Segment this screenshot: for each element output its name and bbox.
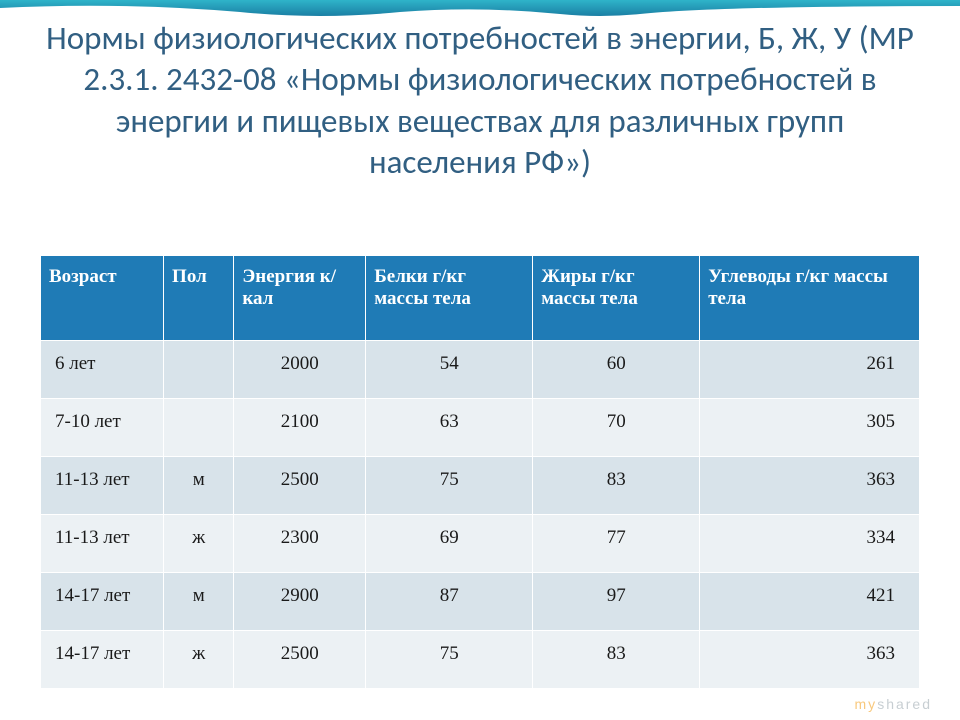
cell-protein: 75 [366, 631, 533, 689]
cell-age: 11-13 лет [41, 515, 164, 573]
cell-energy: 2100 [234, 399, 366, 457]
cell-age: 6 лет [41, 341, 164, 399]
col-header: Пол [164, 256, 234, 341]
cell-protein: 54 [366, 341, 533, 399]
cell-energy: 2000 [234, 341, 366, 399]
cell-carb: 305 [700, 399, 920, 457]
table-header-row: ВозрастПолЭнергия к/калБелки г/кг массы … [41, 256, 920, 341]
table-row: 14-17 летм29008797421 [41, 573, 920, 631]
watermark: myshared [855, 696, 932, 712]
nutrition-table-wrap: ВозрастПолЭнергия к/калБелки г/кг массы … [40, 255, 920, 689]
cell-gender [164, 399, 234, 457]
table-row: 6 лет 20005460261 [41, 341, 920, 399]
cell-age: 7-10 лет [41, 399, 164, 457]
cell-carb: 261 [700, 341, 920, 399]
cell-gender: м [164, 573, 234, 631]
cell-fat: 83 [533, 631, 700, 689]
cell-fat: 77 [533, 515, 700, 573]
cell-age: 11-13 лет [41, 457, 164, 515]
table-row: 14-17 летж25007583363 [41, 631, 920, 689]
cell-fat: 60 [533, 341, 700, 399]
cell-fat: 83 [533, 457, 700, 515]
nutrition-table: ВозрастПолЭнергия к/калБелки г/кг массы … [40, 255, 920, 689]
cell-gender: ж [164, 515, 234, 573]
col-header: Белки г/кг массы тела [366, 256, 533, 341]
cell-fat: 70 [533, 399, 700, 457]
cell-protein: 69 [366, 515, 533, 573]
watermark-my: my [855, 696, 878, 712]
table-body: 6 лет200054602617-10 лет2100637030511-13… [41, 341, 920, 689]
col-header: Энергия к/кал [234, 256, 366, 341]
table-row: 7-10 лет 21006370305 [41, 399, 920, 457]
cell-carb: 421 [700, 573, 920, 631]
cell-gender: м [164, 457, 234, 515]
cell-energy: 2500 [234, 457, 366, 515]
cell-energy: 2300 [234, 515, 366, 573]
cell-gender [164, 341, 234, 399]
cell-energy: 2500 [234, 631, 366, 689]
watermark-shared: shared [877, 696, 932, 712]
cell-energy: 2900 [234, 573, 366, 631]
slide: Нормы физиологических потребностей в эне… [0, 0, 960, 720]
cell-protein: 63 [366, 399, 533, 457]
cell-protein: 87 [366, 573, 533, 631]
col-header: Жиры г/кг массы тела [533, 256, 700, 341]
cell-carb: 363 [700, 631, 920, 689]
cell-carb: 334 [700, 515, 920, 573]
header-accent [0, 0, 960, 20]
cell-fat: 97 [533, 573, 700, 631]
cell-age: 14-17 лет [41, 631, 164, 689]
cell-carb: 363 [700, 457, 920, 515]
table-row: 11-13 летм25007583363 [41, 457, 920, 515]
cell-age: 14-17 лет [41, 573, 164, 631]
slide-title: Нормы физиологических потребностей в эне… [40, 18, 920, 183]
col-header: Возраст [41, 256, 164, 341]
table-row: 11-13 летж23006977334 [41, 515, 920, 573]
col-header: Углеводы г/кг массы тела [700, 256, 920, 341]
cell-protein: 75 [366, 457, 533, 515]
cell-gender: ж [164, 631, 234, 689]
